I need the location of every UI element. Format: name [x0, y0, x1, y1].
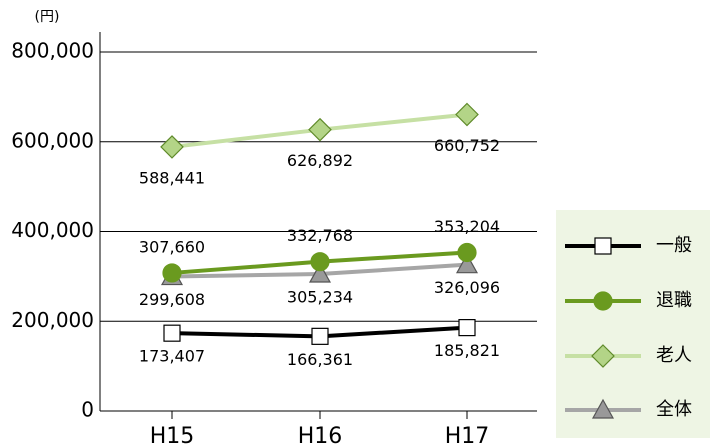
data-point — [311, 327, 329, 345]
value-label: 332,768 — [287, 226, 353, 245]
value-label: 166,361 — [287, 350, 353, 369]
x-tick-label: H15 — [150, 424, 195, 448]
legend-label: 老人 — [656, 345, 692, 366]
value-label: 305,234 — [287, 288, 353, 307]
x-tick-label: H16 — [298, 424, 343, 448]
value-label: 353,204 — [434, 217, 500, 236]
value-label: 299,608 — [139, 290, 205, 309]
data-point — [163, 324, 181, 342]
value-label: 626,892 — [287, 151, 353, 170]
value-label: 307,660 — [139, 237, 205, 256]
data-point — [160, 135, 184, 159]
y-tick-label: 800,000 — [11, 39, 94, 63]
value-label: 185,821 — [434, 341, 500, 360]
value-label: 326,096 — [434, 278, 500, 297]
data-point — [458, 319, 476, 337]
unit-label: (円) — [35, 9, 60, 25]
y-tick-label: 200,000 — [11, 308, 94, 332]
x-tick-label: H17 — [445, 424, 490, 448]
data-point — [310, 252, 330, 272]
data-point — [457, 242, 477, 263]
data-point — [162, 263, 182, 283]
data-point — [308, 117, 332, 142]
y-tick-label: 0 — [81, 398, 94, 422]
data-point — [455, 253, 479, 274]
legend-marker — [594, 237, 612, 255]
value-label: 660,752 — [434, 136, 500, 155]
legend-label: 全体 — [656, 399, 692, 420]
legend-marker — [591, 398, 615, 419]
value-label: 588,441 — [139, 168, 205, 187]
y-tick-label: 400,000 — [11, 218, 94, 242]
legend-marker — [593, 291, 613, 311]
legend-marker — [591, 344, 615, 368]
data-point — [308, 262, 332, 283]
y-tick-label: 600,000 — [11, 128, 94, 152]
data-point — [455, 102, 479, 127]
legend-label: 退職 — [656, 290, 692, 311]
legend-label: 一般 — [656, 235, 692, 256]
value-label: 173,407 — [139, 347, 205, 366]
